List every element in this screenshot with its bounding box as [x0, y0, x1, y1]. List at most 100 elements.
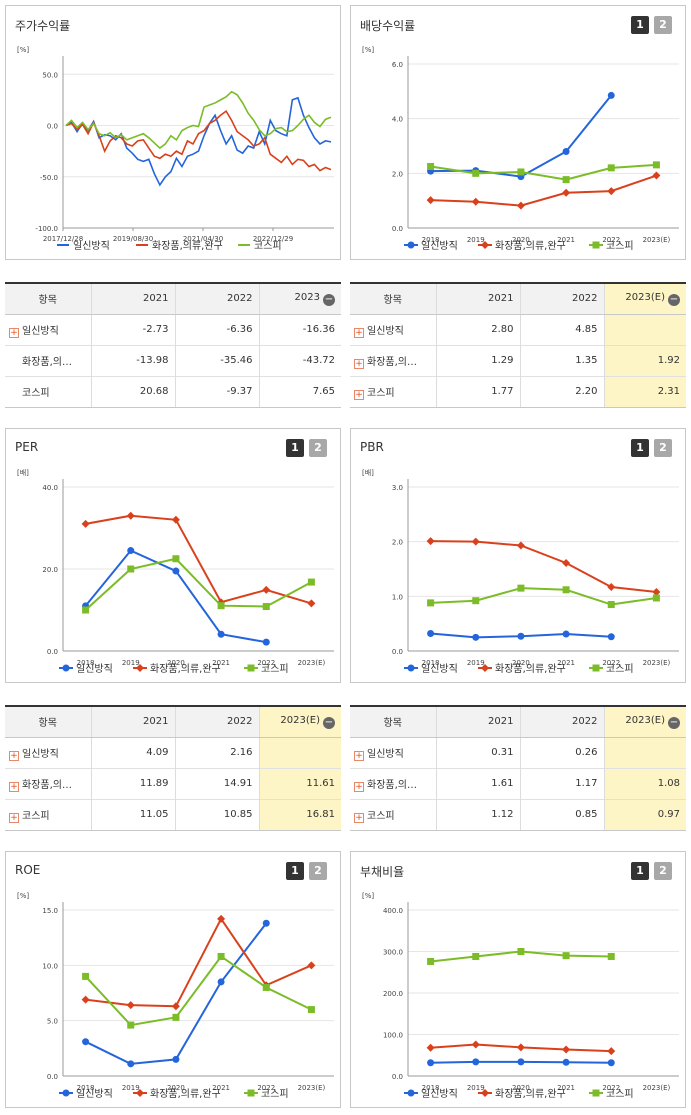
- point-marker: [471, 197, 480, 206]
- column-header-label: 항목: [383, 718, 402, 730]
- view-2-button[interactable]: 2: [309, 862, 327, 880]
- column-header-label: 2021: [143, 293, 169, 305]
- value-cell: [603, 313, 686, 345]
- panel-per: PER 1 2 [배] 40.0 20.0 0.0 2018 2019 2020 2021 20…: [5, 428, 341, 683]
- view-2-button[interactable]: 2: [309, 439, 327, 457]
- expand-icon[interactable]: +: [9, 750, 19, 761]
- point-marker: [136, 1089, 144, 1097]
- value-cell: 0.26: [519, 736, 604, 768]
- expand-icon[interactable]: +: [354, 389, 364, 400]
- column-header: 항목: [350, 707, 436, 738]
- panel-title: 부채비율: [360, 865, 405, 879]
- row-label: 코스피: [367, 387, 395, 399]
- table-row: + 코스피 1.77 2.20 2.31: [350, 375, 686, 407]
- point-marker: [407, 241, 415, 249]
- expand-icon[interactable]: +: [9, 327, 19, 338]
- legend-label: 코스피: [606, 1088, 634, 1100]
- point-marker: [562, 586, 570, 594]
- roe-chart: [%] 15.0 10.0 5.0 0.0 2018 2019 2020 2021 2022 202…: [17, 892, 334, 1100]
- value-cell: 2.31: [603, 375, 686, 407]
- expand-icon[interactable]: +: [9, 781, 19, 792]
- value-cell: 1.08: [603, 767, 686, 799]
- point-marker: [307, 961, 316, 970]
- point-marker: [562, 558, 571, 567]
- view-2-button[interactable]: 2: [654, 439, 672, 457]
- point-marker: [562, 1045, 571, 1054]
- series-line-0: [430, 94, 613, 178]
- collapse-icon[interactable]: −: [323, 716, 335, 729]
- series-line-1: [430, 174, 657, 207]
- point-marker: [62, 664, 70, 672]
- point-marker: [217, 914, 226, 923]
- column-header-label: 항목: [383, 295, 402, 307]
- expand-icon[interactable]: +: [354, 327, 364, 338]
- expand-icon[interactable]: +: [354, 812, 364, 823]
- value-cell: 0.85: [519, 798, 604, 830]
- point-marker: [652, 161, 660, 169]
- point-marker: [262, 585, 271, 594]
- row-label-cell: + 일신방직: [5, 736, 91, 768]
- point-marker: [517, 632, 525, 640]
- y-tick-label: -50.0: [40, 174, 58, 182]
- point-marker: [81, 995, 90, 1004]
- point-marker: [172, 567, 180, 575]
- value-cell: 2.20: [519, 375, 604, 407]
- point-marker: [217, 978, 225, 986]
- expand-icon[interactable]: +: [9, 812, 19, 823]
- point-marker: [607, 601, 615, 609]
- legend-label: 코스피: [261, 663, 289, 675]
- value-cell: 14.91: [174, 767, 259, 799]
- y-unit-label: [%]: [362, 892, 374, 900]
- table-row: + 일신방직 4.09 2.16: [5, 736, 341, 768]
- y-tick-label: 0.0: [392, 1073, 403, 1081]
- y-tick-label: 40.0: [42, 484, 58, 492]
- point-marker: [517, 1058, 525, 1066]
- x-tick-label: 2019: [467, 1084, 485, 1092]
- view-2-button[interactable]: 2: [654, 862, 672, 880]
- value-cell: 10.85: [174, 798, 259, 830]
- x-tick-label: 2019: [467, 236, 485, 244]
- view-2-button[interactable]: 2: [654, 16, 672, 34]
- column-header: 2022: [174, 707, 259, 738]
- point-marker: [592, 664, 600, 672]
- point-marker: [607, 633, 615, 641]
- row-label: 일신방직: [367, 325, 404, 337]
- row-label-cell: 코스피: [5, 375, 91, 407]
- collapse-icon[interactable]: −: [323, 293, 335, 306]
- panel-title: PER: [15, 440, 39, 454]
- expand-icon[interactable]: +: [354, 750, 364, 761]
- expand-icon[interactable]: +: [354, 358, 364, 369]
- point-marker: [592, 241, 600, 249]
- point-marker: [481, 241, 489, 249]
- y-unit-label: [배]: [362, 468, 374, 477]
- view-1-button[interactable]: 1: [631, 862, 649, 880]
- x-tick-label: 2020: [512, 236, 530, 244]
- value-cell: 11.05: [90, 798, 175, 830]
- legend-label: 일신방직: [76, 663, 113, 675]
- value-cell: [258, 736, 341, 768]
- collapse-icon[interactable]: −: [668, 293, 680, 306]
- legend-label: 코스피: [606, 240, 634, 252]
- point-marker: [82, 972, 90, 980]
- view-1-button[interactable]: 1: [631, 16, 649, 34]
- value-cell: 16.81: [258, 798, 341, 830]
- x-tick-label: 2021: [212, 1084, 230, 1092]
- pbr-chart: [배] 3.0 2.0 1.0 0.0 2018 2019 2020 2021 2022 2023(…: [362, 468, 679, 675]
- x-tick-label: 2022: [602, 1084, 620, 1092]
- view-1-button[interactable]: 1: [286, 862, 304, 880]
- value-cell: 1.77: [435, 375, 520, 407]
- panel-debt-ratio: 부채비율 1 2 [%] 400.0 300.0 200.0 100.0 0.0 2018 2…: [350, 851, 686, 1108]
- view-1-button[interactable]: 1: [631, 439, 649, 457]
- x-tick-label: 2022: [257, 1084, 275, 1092]
- expand-icon[interactable]: +: [354, 781, 364, 792]
- point-marker: [262, 919, 270, 927]
- point-marker: [262, 638, 270, 646]
- view-1-button[interactable]: 1: [286, 439, 304, 457]
- point-marker: [481, 1089, 489, 1097]
- collapse-icon[interactable]: −: [668, 716, 680, 729]
- panel-dividend-yield: 배당수익률 1 2 [%] 6.0 4.0 2.0 0.0 2018 2019 2020 202…: [350, 5, 686, 260]
- point-marker: [171, 515, 180, 524]
- table-row: + 화장품,의… 11.89 14.91 11.61: [5, 767, 341, 799]
- x-tick-label: 2021: [557, 659, 575, 667]
- point-marker: [407, 664, 415, 672]
